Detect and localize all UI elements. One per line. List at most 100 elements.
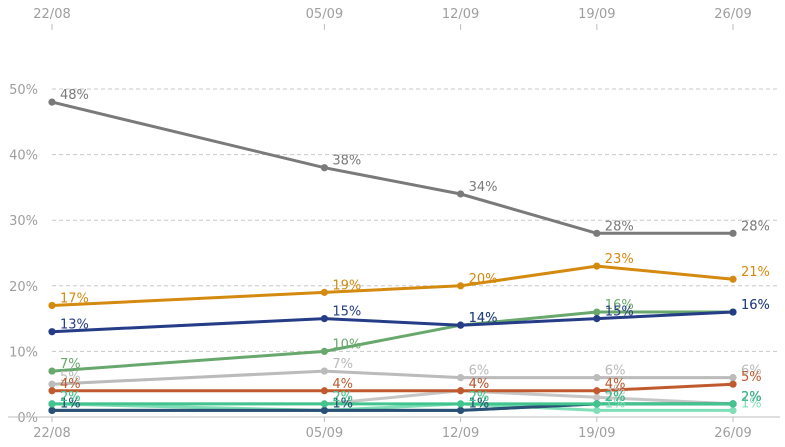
x-tick-label-top: 22/08	[33, 7, 70, 22]
data-label: 1%	[469, 396, 490, 411]
data-label: 2%	[60, 390, 81, 405]
series-5	[48, 380, 737, 395]
data-point	[48, 400, 56, 408]
data-label: 2%	[605, 390, 626, 405]
data-point	[729, 400, 737, 408]
data-point	[48, 328, 56, 336]
grid	[52, 88, 780, 352]
data-point	[320, 400, 328, 408]
data-point	[593, 308, 601, 316]
data-point	[729, 229, 737, 237]
data-label: 3%	[605, 383, 626, 398]
data-label: 16%	[741, 298, 770, 313]
data-label: 21%	[741, 265, 770, 280]
data-label: 6%	[605, 364, 626, 379]
x-tick-label-bottom: 12/09	[442, 426, 479, 441]
data-point	[457, 190, 465, 198]
data-point	[729, 374, 737, 382]
data-label: 38%	[332, 154, 361, 169]
data-point	[48, 367, 56, 375]
y-tick-label: 0%	[17, 411, 38, 426]
data-label: 1%	[332, 396, 353, 411]
data-label: 6%	[469, 364, 490, 379]
data-label: 20%	[469, 272, 498, 287]
data-point	[48, 406, 56, 415]
data-label: 7%	[60, 357, 81, 372]
data-label: 1%	[60, 396, 81, 411]
data-label: 4%	[469, 377, 490, 392]
data-label: 14%	[469, 311, 498, 326]
data-label: 16%	[605, 298, 634, 313]
data-label: 2%	[605, 390, 626, 405]
series-line	[50, 389, 735, 406]
data-label: 1%	[741, 396, 762, 411]
x-tick-label-bottom: 05/09	[306, 426, 343, 441]
x-tick-label-top: 05/09	[306, 7, 343, 22]
data-label: 2%	[741, 390, 762, 405]
data-point	[593, 374, 601, 382]
data-label: 4%	[60, 377, 81, 392]
series-line	[50, 382, 735, 393]
x-tick-label-top: 26/09	[714, 7, 751, 22]
data-point	[457, 282, 465, 290]
data-label: 2%	[741, 390, 762, 405]
data-label: 1%	[469, 396, 490, 411]
data-label: 2%	[469, 390, 490, 405]
data-point	[48, 380, 56, 388]
data-point	[593, 393, 601, 401]
data-label: 7%	[332, 357, 353, 372]
series-line	[50, 100, 735, 235]
data-point	[593, 262, 601, 270]
data-label: 2%	[469, 390, 490, 405]
data-label: 34%	[469, 180, 498, 195]
y-tick-label: 20%	[9, 280, 38, 295]
data-label: 28%	[605, 219, 634, 234]
x-tick-label-bottom: 19/09	[578, 426, 615, 441]
data-point	[320, 406, 328, 415]
data-point	[320, 347, 328, 355]
x-tick-label-bottom: 22/08	[33, 426, 70, 441]
data-point	[729, 275, 737, 283]
series-4	[48, 367, 737, 388]
data-label: 48%	[60, 88, 89, 103]
data-label: 4%	[469, 377, 490, 392]
data-label: 2%	[332, 390, 353, 405]
series-10	[48, 262, 737, 310]
data-label: 2%	[332, 390, 353, 405]
data-label: 6%	[741, 364, 762, 379]
data-label: 5%	[60, 370, 81, 385]
data-label: 23%	[605, 252, 634, 267]
x-tick-label-top: 19/09	[578, 7, 615, 22]
y-tick-label: 40%	[9, 149, 38, 164]
data-label: 6%	[469, 364, 490, 379]
data-point	[48, 98, 56, 106]
data-point	[457, 406, 465, 415]
data-label: 5%	[60, 370, 81, 385]
data-label: 6%	[605, 364, 626, 379]
data-label: 15%	[605, 305, 634, 320]
y-tick-label: 10%	[9, 345, 38, 360]
data-point	[457, 321, 465, 329]
data-point	[593, 387, 601, 395]
data-label: 15%	[332, 305, 361, 320]
data-label: 2%	[60, 390, 81, 405]
data-point	[48, 301, 56, 310]
data-point	[48, 387, 56, 395]
data-label: 13%	[60, 318, 89, 333]
data-label: 28%	[741, 219, 770, 234]
y-tick-label: 30%	[9, 214, 38, 229]
data-point	[320, 164, 328, 172]
data-label: 1%	[60, 396, 81, 411]
data-label: 1%	[332, 396, 353, 411]
axes: 0% 10% 20% 30% 40% 50% 22/08 22/08 05/09 05/09 12/…	[8, 7, 780, 441]
data-point	[729, 406, 737, 415]
series	[48, 98, 737, 415]
data-label: 1%	[332, 396, 353, 411]
data-labels: 5%7% 6% 6% 6%2% 1% 2% 1% 1%2% 2%4% 3% 2%1% 1% 1% 2% 2%…	[60, 88, 770, 411]
series-7	[48, 400, 737, 408]
series-1	[48, 400, 737, 415]
data-point	[593, 406, 601, 415]
data-point	[593, 400, 601, 408]
data-label: 7%	[332, 357, 353, 372]
data-label: 2%	[605, 390, 626, 405]
